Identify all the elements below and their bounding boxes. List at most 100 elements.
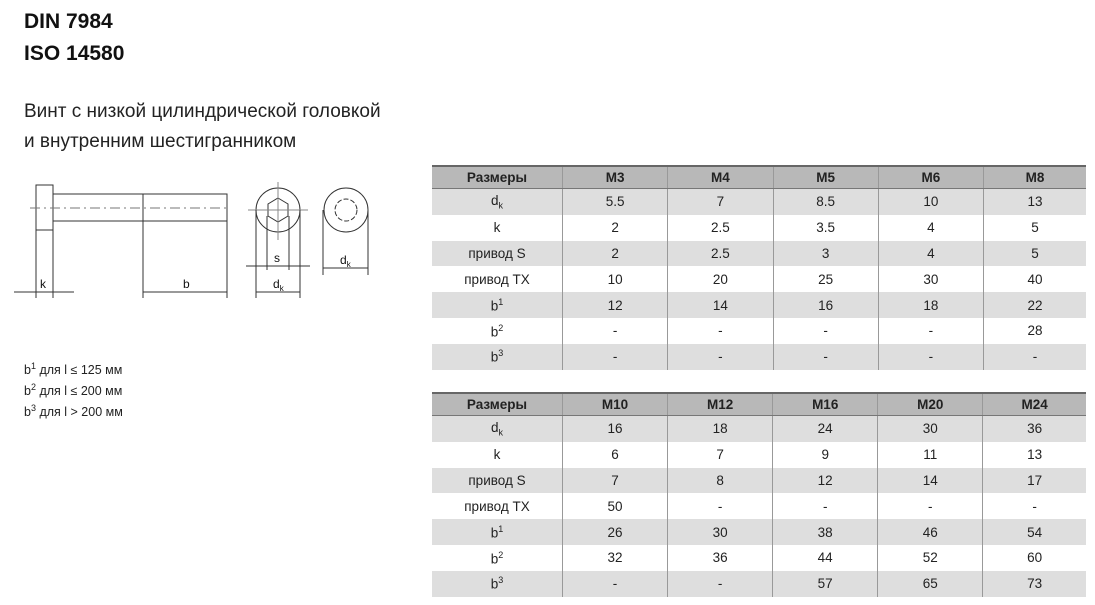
cell-value: - (772, 343, 879, 370)
dk-label-2: dk (340, 253, 352, 269)
row-label: привод TX (464, 498, 530, 514)
cell-value: 2 (561, 240, 668, 267)
note-b2: b2 для l ≤ 200 мм (24, 382, 123, 399)
cell-value: 12 (772, 467, 878, 494)
dimensions-table-small: Размеры M3 M4 M5 M6 M8 dk 5.5 7 8.5 10 13 k 2 2.5 3.5 4 5… (432, 165, 1086, 370)
cell-value: - (667, 317, 773, 344)
row-k: k 2 2.5 3.5 4 5 (432, 214, 1086, 241)
cell-value: 36 (982, 415, 1086, 442)
cell-value: 4 (877, 240, 984, 267)
size-header: M12 (667, 392, 773, 416)
note-b3: b3 для l > 200 мм (24, 403, 123, 420)
cell-value: - (561, 570, 668, 597)
cell-value: - (561, 317, 668, 344)
row-label: b1 (432, 519, 563, 545)
cell-value: 12 (561, 292, 668, 318)
cell-value: 16 (561, 415, 668, 442)
row-label: привод TX (464, 271, 530, 287)
cell-value: 13 (982, 441, 1086, 468)
cell-value: - (982, 493, 1086, 520)
row-s: привод S 2 2.5 3 4 5 (432, 240, 1086, 267)
row-dk: dk 5.5 7 8.5 10 13 (432, 188, 1086, 215)
cell-value: 65 (877, 570, 983, 597)
cell-value: 18 (877, 292, 984, 318)
b-label: b (183, 277, 190, 291)
cell-value: 10 (561, 266, 668, 293)
cell-value: 3 (772, 240, 879, 267)
cell-value: 2.5 (667, 240, 773, 267)
standard-din: DIN 7984 (24, 10, 113, 33)
cell-value: - (982, 343, 1086, 370)
row-tx: привод TX 10 20 25 30 40 (432, 266, 1086, 293)
cell-value: - (877, 493, 983, 520)
row-s: привод S 7 8 12 14 17 (432, 467, 1086, 494)
header-label: Размеры (432, 392, 563, 416)
cell-value: - (667, 570, 773, 597)
size-header: M8 (982, 165, 1086, 189)
cell-value: 8.5 (772, 188, 879, 215)
cell-value: 2.5 (667, 214, 773, 241)
row-label: привод S (432, 240, 563, 267)
row-b1: b1 12 14 16 18 22 (432, 292, 1086, 318)
row-label: b2 (490, 549, 504, 567)
screw-drawing: k b s dk dk (14, 182, 369, 298)
cell-value: 44 (772, 544, 878, 571)
cell-value: 36 (667, 544, 773, 571)
cell-value: 32 (561, 544, 668, 571)
row-label: b2 (490, 322, 504, 340)
row-b2: b2- - - -28 (432, 317, 1086, 344)
cell-value: 3.5 (772, 214, 879, 241)
thread-length-notes: b1 для l ≤ 125 мм b2 для l ≤ 200 мм b3 д… (24, 358, 123, 421)
cell-value: - (561, 343, 668, 370)
row-b3: b3- - - - - (432, 343, 1086, 370)
header-row: Размеры M10 M12 M16 M20 M24 (432, 392, 1086, 416)
k-label: k (40, 277, 47, 291)
cell-value: 25 (772, 266, 879, 293)
cell-value: - (772, 317, 879, 344)
row-dk: dk 16 18 24 30 36 (432, 415, 1086, 442)
row-label: b3 (432, 343, 563, 370)
cell-value: 57 (772, 570, 878, 597)
row-label: привод S (432, 467, 563, 494)
cell-value: 7 (561, 467, 668, 494)
cell-value: 13 (982, 188, 1086, 215)
row-label: dk (432, 415, 563, 442)
row-label: k (493, 447, 501, 463)
cell-value: 18 (667, 415, 773, 442)
screw-thread (142, 193, 228, 222)
size-header: M4 (667, 165, 773, 189)
size-header: M16 (772, 392, 878, 416)
row-k: k 6 7 9 11 13 (432, 441, 1086, 468)
cell-value: 52 (877, 544, 983, 571)
cell-value: 16 (772, 292, 879, 318)
note-b1: b1 для l ≤ 125 мм (24, 361, 123, 378)
size-header: M5 (772, 165, 879, 189)
size-header: M10 (561, 392, 668, 416)
cell-value: 38 (772, 519, 878, 545)
size-header: M24 (982, 392, 1086, 416)
cell-value: 5 (982, 240, 1086, 267)
cell-value: 50 (561, 493, 668, 520)
row-label: k (493, 220, 501, 236)
cell-value: 20 (667, 266, 773, 293)
cell-value: 30 (877, 266, 984, 293)
cell-value: 14 (667, 292, 773, 318)
cell-value: 30 (667, 519, 773, 545)
row-b1: b1 26 30 38 46 54 (432, 519, 1086, 545)
cell-value: 17 (982, 467, 1086, 494)
cell-value: 28 (982, 317, 1086, 344)
row-b2: b2 32 36 44 52 60 (432, 544, 1086, 571)
row-tx: привод TX 50- - - - (432, 493, 1086, 520)
cell-value: 11 (877, 441, 983, 468)
size-header: M3 (561, 165, 668, 189)
row-label: b3 (432, 570, 563, 597)
cell-value: 7 (667, 441, 773, 468)
dk-label-1: dk (273, 277, 285, 293)
row-label: dk (432, 188, 563, 215)
cell-value: 5.5 (561, 188, 668, 215)
cell-value: 9 (772, 441, 878, 468)
cell-value: - (667, 343, 773, 370)
cell-value: 14 (877, 467, 983, 494)
cell-value: 8 (667, 467, 773, 494)
dimensions-table-large: Размеры M10 M12 M16 M20 M24 dk 16 18 24 30 36 k 6 7 9 11… (432, 392, 1086, 597)
